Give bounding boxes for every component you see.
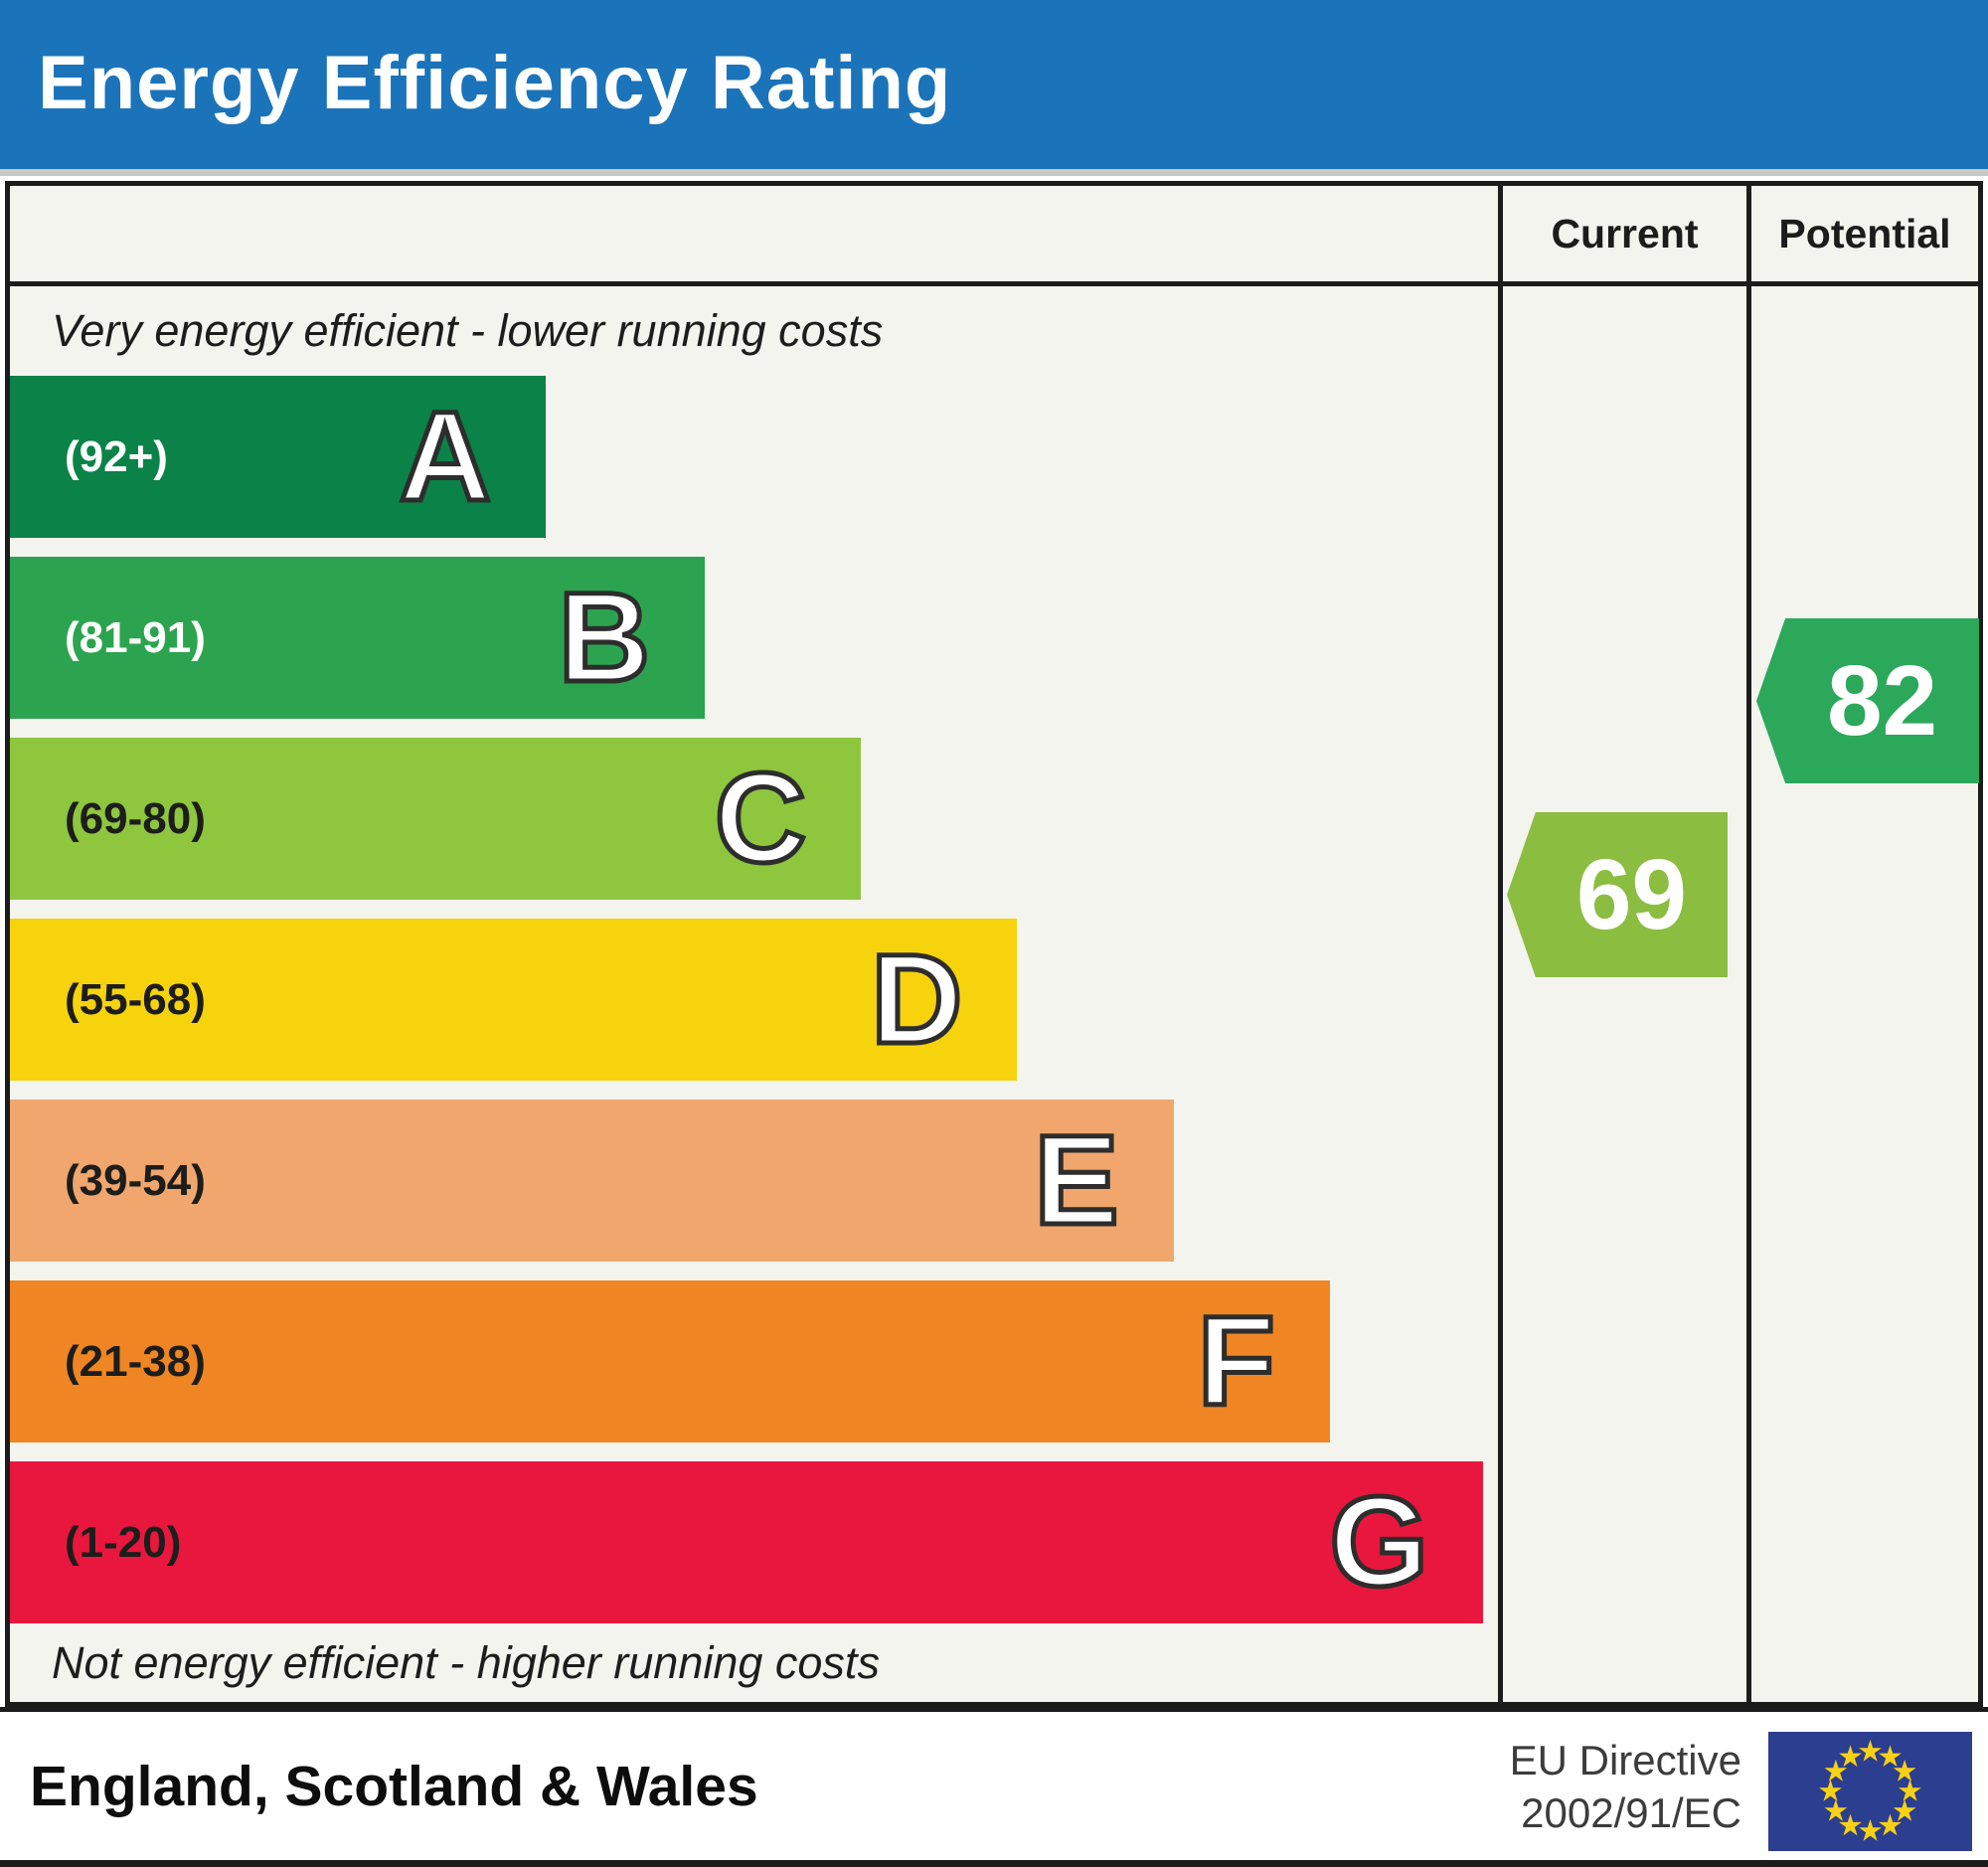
eu-star-icon	[1879, 1745, 1902, 1768]
band-letter: E	[1032, 1107, 1121, 1255]
eu-star-icon	[1819, 1780, 1842, 1801]
band-bar-f: (21-38) F	[10, 1280, 1330, 1443]
table-body: Very energy efficient - lower running co…	[10, 286, 1979, 1702]
region-label: England, Scotland & Wales	[30, 1754, 758, 1818]
eu-directive-label: EU Directive 2002/91/EC	[1510, 1734, 1741, 1839]
band-letter: G	[1327, 1469, 1431, 1616]
eu-directive-line1: EU Directive	[1509, 1736, 1741, 1783]
band-bar-d: (55-68) D	[10, 919, 1018, 1081]
current-value: 69	[1575, 838, 1688, 950]
potential-value: 82	[1826, 644, 1938, 757]
eu-star-icon	[1859, 1740, 1882, 1762]
band-range-label: (55-68)	[65, 974, 206, 1024]
title-banner: Energy Efficiency Rating	[0, 0, 1988, 169]
eu-star-icon	[1839, 1813, 1862, 1836]
bands-container: (92+) A (81-91) B (69-80) C (55-68) D (39-54) E (2…	[10, 376, 1498, 1623]
band-row-a: (92+) A	[10, 376, 1498, 538]
band-letter: B	[556, 565, 652, 712]
footer: England, Scotland & Wales EU Directive 2…	[0, 1707, 1988, 1867]
potential-arrow: 82	[1756, 618, 1979, 783]
bands-area-inner: Very energy efficient - lower running co…	[10, 286, 1498, 1702]
band-range-label: (81-91)	[65, 612, 206, 662]
eu-star-icon	[1859, 1819, 1882, 1841]
rating-table: Current Potential Very energy efficient …	[5, 181, 1983, 1707]
band-row-c: (69-80) C	[10, 738, 1498, 900]
eu-directive-line2: 2002/91/EC	[1521, 1788, 1741, 1836]
eu-star-icon	[1899, 1780, 1921, 1801]
bottom-note: Not energy efficient - higher running co…	[52, 1636, 880, 1688]
eu-star-icon	[1839, 1745, 1862, 1768]
eu-star-icon	[1879, 1813, 1902, 1836]
bands-area: Very energy efficient - lower running co…	[10, 286, 1498, 1702]
band-letter: F	[1195, 1288, 1277, 1436]
potential-column: 82	[1746, 286, 1979, 1702]
band-row-d: (55-68) D	[10, 919, 1498, 1081]
eu-flag-icon	[1768, 1732, 1972, 1851]
table-header-row: Current Potential	[10, 186, 1978, 286]
band-row-g: (1-20) G	[10, 1461, 1498, 1623]
page-title: Energy Efficiency Rating	[38, 41, 952, 125]
header-spacer	[10, 186, 1498, 281]
eu-star-icon	[1893, 1760, 1916, 1782]
column-header-current: Current	[1498, 186, 1746, 281]
band-letter: C	[712, 746, 808, 893]
band-range-label: (39-54)	[65, 1155, 206, 1205]
current-column: 69	[1498, 286, 1746, 1702]
band-letter: A	[397, 384, 493, 531]
band-range-label: (92+)	[65, 431, 168, 481]
eu-star-icon	[1824, 1760, 1848, 1782]
band-bar-g: (1-20) G	[10, 1461, 1484, 1623]
band-row-f: (21-38) F	[10, 1280, 1498, 1443]
band-row-e: (39-54) E	[10, 1100, 1498, 1262]
band-bar-e: (39-54) E	[10, 1100, 1174, 1262]
band-range-label: (69-80)	[65, 793, 206, 843]
eu-star-icon	[1893, 1799, 1916, 1821]
band-letter: D	[869, 927, 965, 1074]
top-note: Very energy efficient - lower running co…	[52, 305, 884, 356]
band-row-b: (81-91) B	[10, 557, 1498, 719]
band-range-label: (21-38)	[65, 1336, 206, 1386]
current-arrow: 69	[1507, 812, 1728, 977]
band-range-label: (1-20)	[65, 1517, 182, 1567]
eu-star-icon	[1824, 1799, 1848, 1821]
column-header-potential: Potential	[1746, 186, 1978, 281]
band-bar-c: (69-80) C	[10, 738, 862, 900]
band-bar-b: (81-91) B	[10, 557, 706, 719]
band-bar-a: (92+) A	[10, 376, 546, 538]
